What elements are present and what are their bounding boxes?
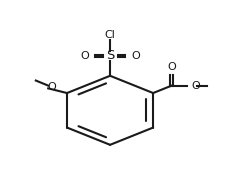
Text: O: O xyxy=(80,51,89,61)
Text: S: S xyxy=(106,49,114,62)
Text: O: O xyxy=(167,62,176,72)
Text: O: O xyxy=(131,51,140,61)
Text: O: O xyxy=(192,81,200,91)
Text: O: O xyxy=(48,82,56,92)
Text: Cl: Cl xyxy=(105,30,116,39)
